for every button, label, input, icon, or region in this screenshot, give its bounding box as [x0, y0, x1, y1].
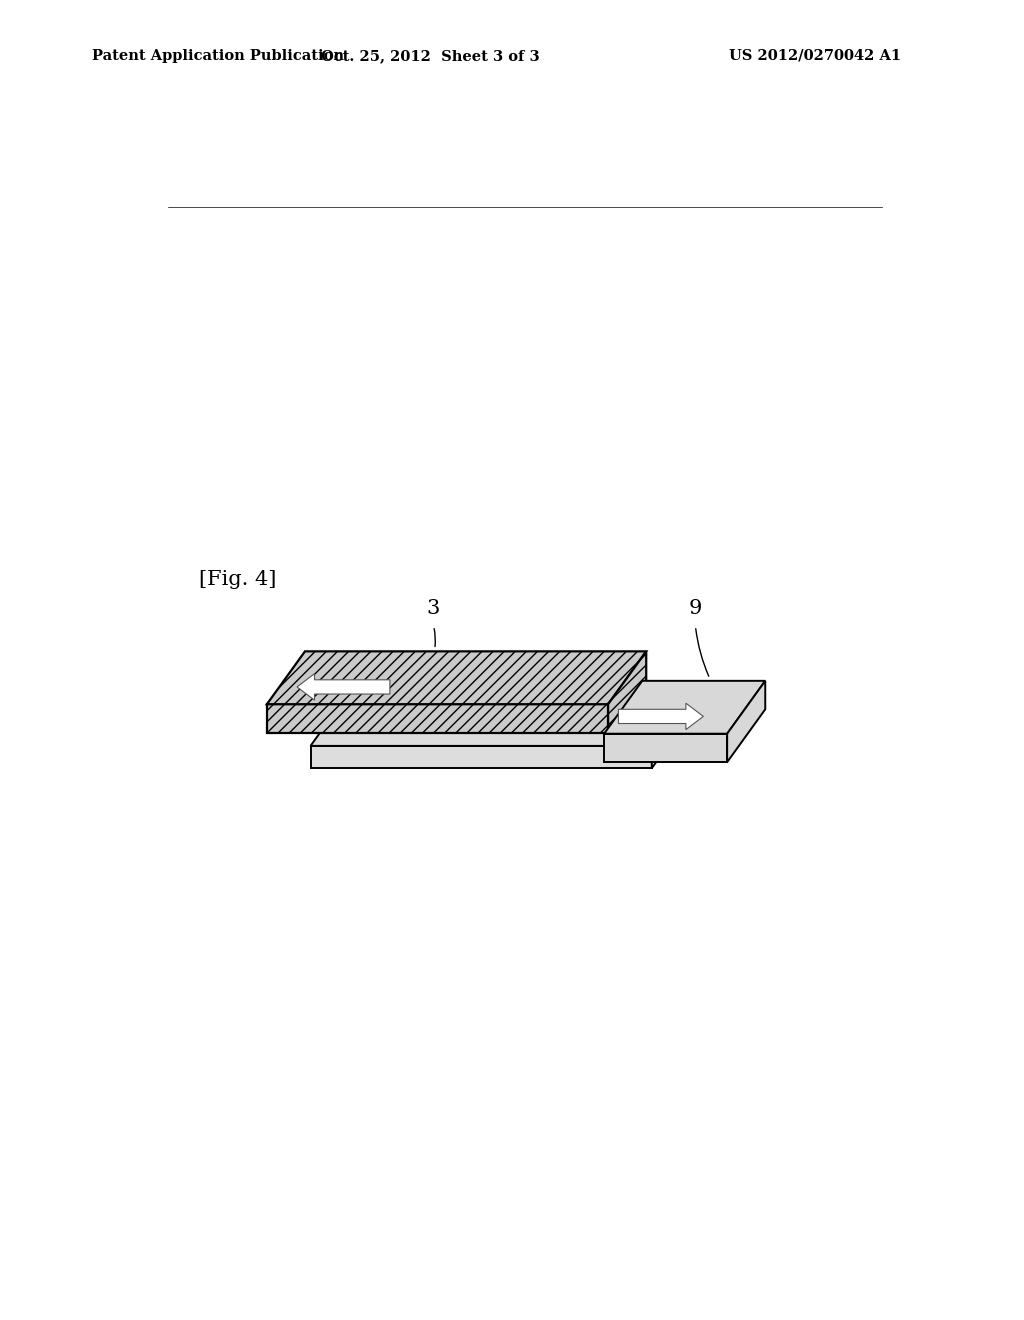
Text: 9: 9 [689, 599, 702, 618]
Polygon shape [267, 704, 608, 733]
Polygon shape [604, 734, 727, 762]
Text: 3: 3 [427, 599, 440, 618]
Polygon shape [310, 693, 690, 746]
Text: Patent Application Publication: Patent Application Publication [92, 49, 344, 63]
Polygon shape [652, 693, 690, 768]
Polygon shape [310, 746, 652, 768]
FancyArrow shape [618, 704, 703, 730]
Text: [Fig. 4]: [Fig. 4] [200, 570, 276, 589]
Text: US 2012/0270042 A1: US 2012/0270042 A1 [729, 49, 901, 63]
FancyArrow shape [297, 673, 390, 700]
Polygon shape [727, 681, 765, 762]
Polygon shape [604, 681, 765, 734]
Polygon shape [267, 651, 646, 704]
Text: Oct. 25, 2012  Sheet 3 of 3: Oct. 25, 2012 Sheet 3 of 3 [321, 49, 540, 63]
Polygon shape [608, 651, 646, 733]
